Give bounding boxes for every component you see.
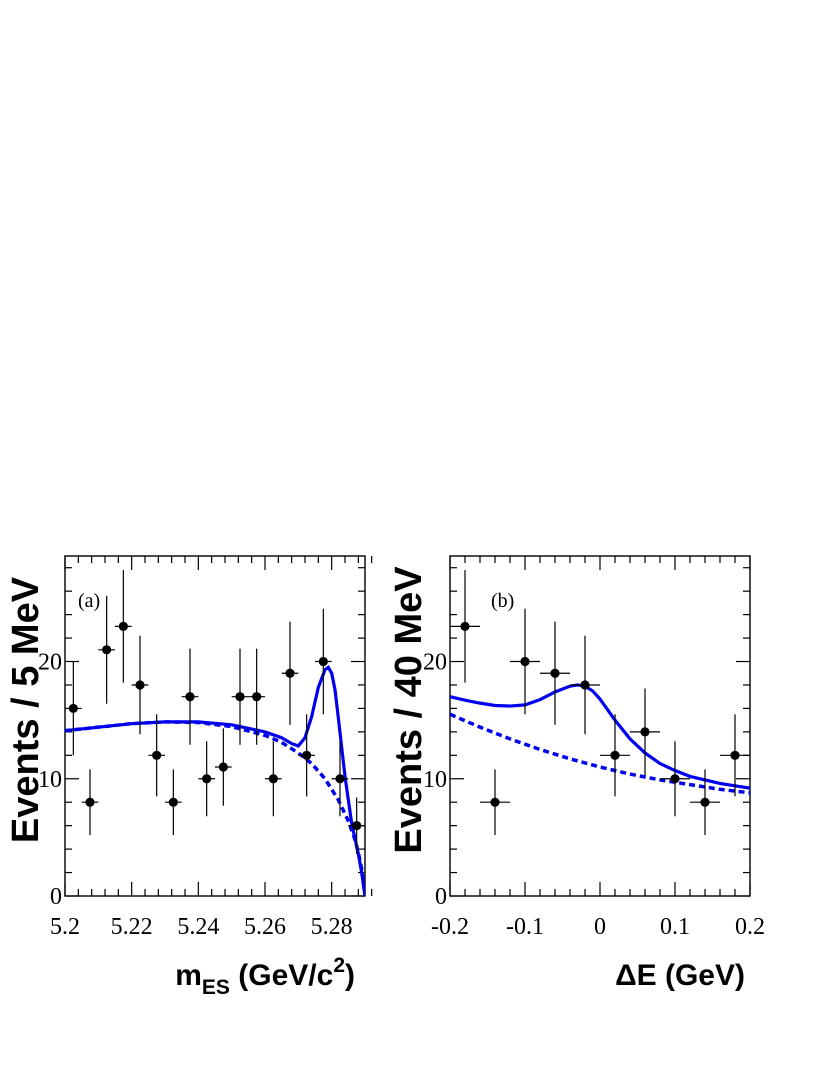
y-tick-label: 0 <box>435 884 447 910</box>
x-tick-label: 5.2 <box>50 914 80 940</box>
data-point <box>550 668 560 678</box>
x-tick-label: 5.22 <box>111 914 153 940</box>
data-point <box>218 762 228 772</box>
data-point <box>152 750 162 760</box>
data-point <box>102 645 112 655</box>
x-tick-label: 0 <box>594 914 606 940</box>
x-axis-title-part: ) <box>345 959 355 992</box>
data-point <box>268 774 278 784</box>
data-point <box>335 774 345 784</box>
x-tick-label: 0.2 <box>735 914 765 940</box>
data-point <box>700 797 710 807</box>
y-tick-label: 20 <box>38 650 62 676</box>
data-point <box>520 656 530 667</box>
x-tick-label: -0.2 <box>431 914 469 940</box>
background-fit-curve <box>450 712 750 795</box>
x-tick-label: 5.26 <box>244 914 286 940</box>
data-point <box>285 668 295 678</box>
data-point <box>610 750 620 760</box>
panel-label: (b) <box>491 590 514 612</box>
data-point <box>730 750 740 760</box>
panel-label: (a) <box>78 590 100 612</box>
x-tick-label: 0.1 <box>660 914 690 940</box>
data-point <box>352 821 362 831</box>
x-axis-title: ΔE (GeV) <box>615 959 745 992</box>
data-point <box>235 692 245 702</box>
data-point <box>252 692 262 702</box>
data-point <box>68 703 78 714</box>
plot-frame <box>64 555 366 897</box>
data-point <box>670 774 680 784</box>
x-axis-title-part: m <box>175 959 202 992</box>
y-axis-title: Events / 5 MeV <box>5 576 47 843</box>
y-tick-label: 10 <box>423 767 447 793</box>
x-axis-title-part: 2 <box>333 954 345 977</box>
data-point <box>185 692 195 702</box>
data-point <box>580 680 590 690</box>
x-tick-label: 5.28 <box>311 914 353 940</box>
panel-a: 5.2 5.22 5.24 5.26 5.28 0 10 20 (a) Events / 5 Me… <box>5 555 373 999</box>
y-tick-label: 0 <box>50 884 62 910</box>
x-tick-label: -0.1 <box>506 914 544 940</box>
data-point <box>640 727 650 737</box>
data-point <box>202 774 212 784</box>
data-point <box>460 621 470 631</box>
data-point <box>490 797 500 807</box>
data-point <box>135 680 145 690</box>
panel-b: -0.2 -0.1 0 0.1 0.2 0 10 20 (b) Events / 40 MeV ΔE… <box>388 555 765 992</box>
x-tick-label: 5.24 <box>177 914 219 940</box>
data-point <box>302 750 312 760</box>
x-axis-title-part: ES <box>202 976 230 999</box>
y-tick-label: 20 <box>423 650 447 676</box>
data-point <box>85 797 95 807</box>
data-point <box>118 621 128 631</box>
y-axis-title: Events / 40 MeV <box>388 566 430 854</box>
x-axis-title-part: (GeV/c <box>230 959 333 992</box>
total-fit-curve <box>65 665 365 896</box>
data-point <box>318 656 328 667</box>
total-fit-curve <box>450 683 750 790</box>
x-axis-title: mES (GeV/c2) <box>175 954 355 999</box>
y-tick-label: 10 <box>38 767 62 793</box>
data-point <box>168 797 178 807</box>
